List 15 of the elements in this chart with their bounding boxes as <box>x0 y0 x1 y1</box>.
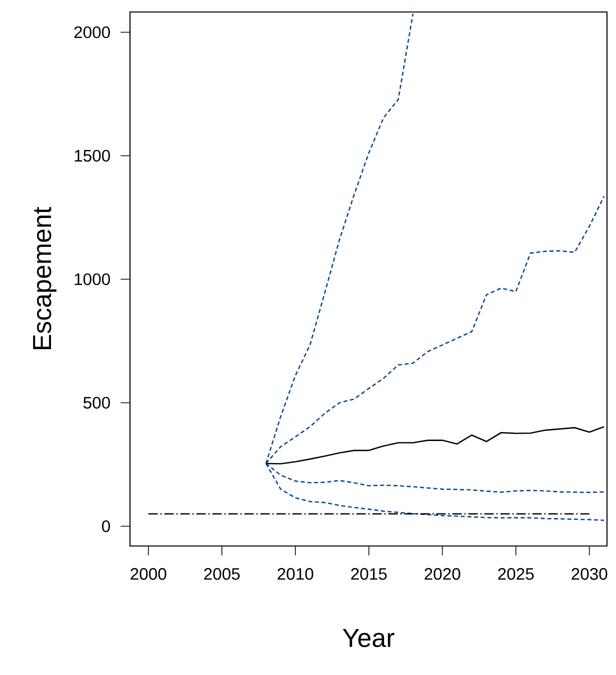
x-tick-label: 2010 <box>278 568 314 580</box>
x-tick-label: 2020 <box>424 568 460 580</box>
y-tick-label: 1500 <box>74 150 110 162</box>
y-tick-label: 1000 <box>74 273 110 286</box>
x-tick-label: 2000 <box>130 568 166 580</box>
y-tick-label: 500 <box>83 396 110 409</box>
x-tick-label: 2030 <box>572 568 608 580</box>
y-tick-label: 2000 <box>74 26 110 38</box>
x-tick-label: 2015 <box>351 568 387 580</box>
y-axis-title: Escapement <box>33 206 56 350</box>
line-series <box>265 426 605 464</box>
x-axis-title: Year <box>342 629 394 648</box>
x-tick-label: 2005 <box>204 568 240 580</box>
x-tick-label: 2025 <box>498 568 534 580</box>
y-tick-label: 0 <box>102 520 110 532</box>
